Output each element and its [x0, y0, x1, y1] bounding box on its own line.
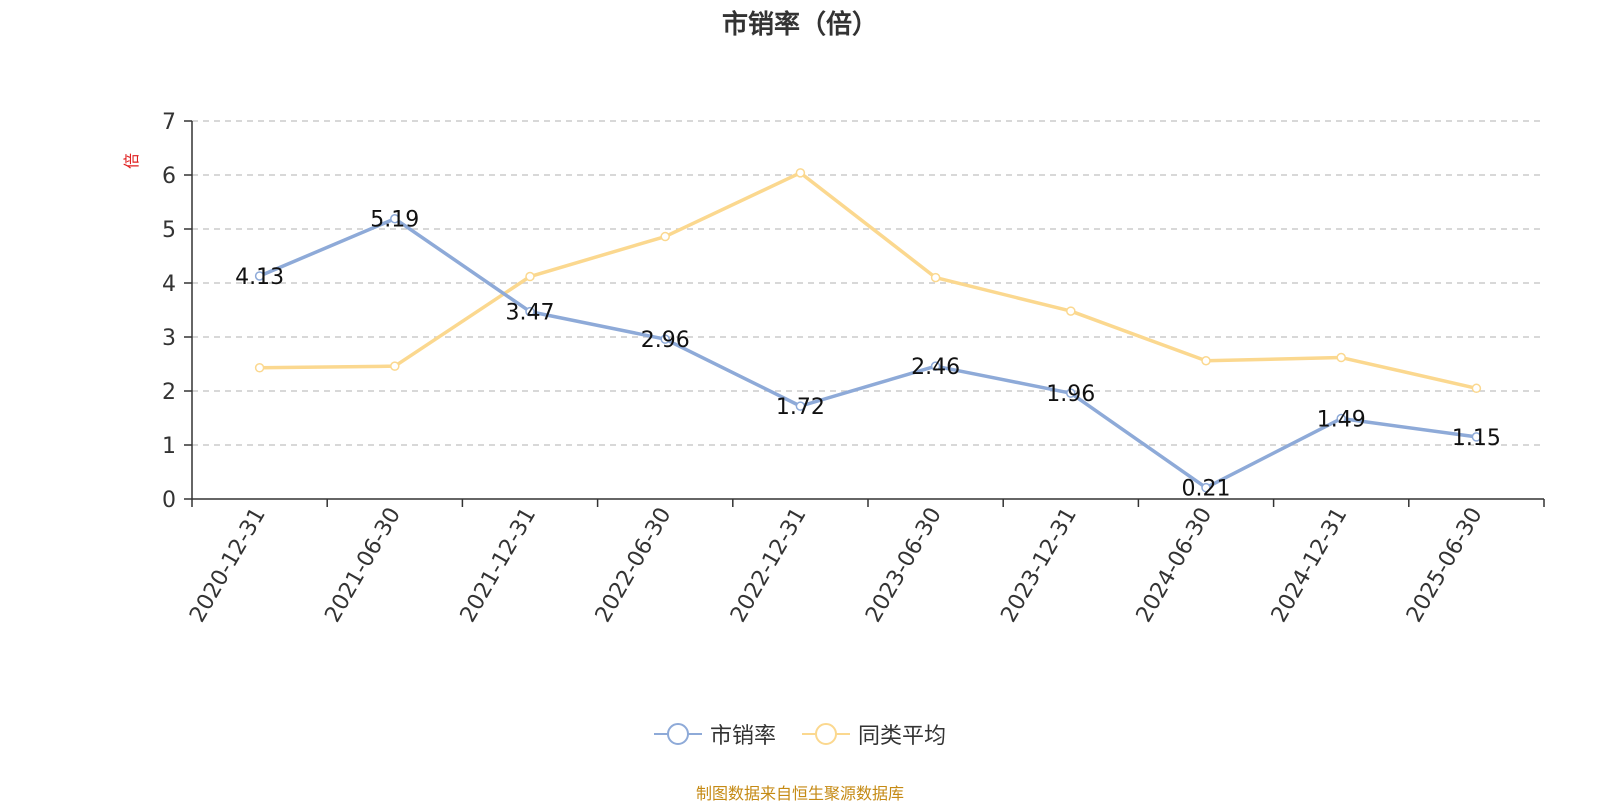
data-point — [525, 271, 535, 282]
data-point — [1066, 306, 1076, 316]
data-point — [254, 271, 265, 281]
data-point — [390, 213, 400, 224]
x-tick-label: 2024-12-31 — [1267, 504, 1353, 627]
data-point — [1471, 383, 1482, 394]
data-point — [930, 361, 941, 371]
y-tick-label: 0 — [162, 488, 176, 513]
data-label: 4.13 — [235, 265, 284, 290]
x-tick-label: 2023-12-31 — [996, 504, 1082, 627]
data-point — [1471, 432, 1482, 442]
data-point — [660, 231, 670, 242]
legend-label-series-1: 市销率 — [709, 724, 776, 749]
data-label: 1.49 — [1317, 408, 1366, 433]
data-point — [795, 401, 806, 411]
series — [254, 168, 1482, 493]
x-tick-label: 2022-12-31 — [726, 504, 812, 627]
x-tick-label: 2024-06-30 — [1132, 504, 1218, 627]
data-point — [1201, 356, 1211, 366]
legend-marker-icon — [802, 723, 850, 745]
data-label: 5.19 — [370, 208, 419, 233]
y-tick-label: 4 — [162, 272, 176, 297]
legend-item-series-2[interactable]: 同类平均 — [802, 718, 946, 750]
data-point — [930, 272, 941, 283]
y-tick-label: 2 — [162, 380, 176, 405]
y-tick-label: 1 — [162, 434, 176, 459]
x-tick-label: 2020-12-31 — [185, 504, 271, 627]
y-tick-label: 5 — [162, 218, 176, 243]
data-point — [525, 306, 535, 317]
data-label: 1.15 — [1452, 426, 1501, 451]
legend-label-series-2: 同类平均 — [858, 724, 947, 749]
x-tick-label: 2025-06-30 — [1402, 504, 1488, 627]
data-label: 2.46 — [911, 355, 960, 380]
data-labels: 4.13 5.19 3.47 2.96 1.72 2.46 1.96 0.21 1.49 1.15 — [235, 208, 1501, 502]
y-tick-label: 7 — [162, 110, 176, 135]
x-tick-label: 2021-06-30 — [320, 504, 406, 627]
legend-marker-icon — [653, 723, 702, 745]
data-point — [254, 363, 265, 373]
data-point — [795, 168, 806, 178]
legend: 市销率 同类平均 — [0, 718, 1600, 750]
data-point — [1336, 352, 1346, 363]
y-tick-label: 3 — [162, 326, 176, 351]
data-point — [1336, 413, 1346, 424]
series-line-1 — [258, 216, 1477, 490]
x-tick-label: 2022-06-30 — [591, 504, 677, 627]
data-point — [660, 334, 670, 344]
data-point — [390, 361, 400, 371]
data-label: 1.72 — [776, 395, 825, 420]
data-point — [1066, 388, 1076, 398]
data-point — [1201, 482, 1211, 493]
y-tick-label: 6 — [162, 164, 176, 189]
data-label: 1.96 — [1046, 382, 1095, 407]
x-tick-label: 2021-12-31 — [456, 504, 542, 627]
data-label: 2.96 — [641, 328, 690, 353]
y-axis-label: 倍 — [122, 153, 141, 169]
data-label: 3.47 — [506, 301, 555, 326]
series-line-2 — [259, 171, 1477, 391]
grid-lines — [192, 120, 1544, 446]
legend-item-series-1[interactable]: 市销率 — [653, 718, 776, 750]
chart-title: 市销率（倍） — [721, 10, 878, 40]
x-tick-label: 2023-06-30 — [861, 504, 947, 627]
data-label: 0.21 — [1182, 477, 1231, 502]
source-note: 制图数据来自恒生聚源数据库 — [695, 784, 904, 803]
